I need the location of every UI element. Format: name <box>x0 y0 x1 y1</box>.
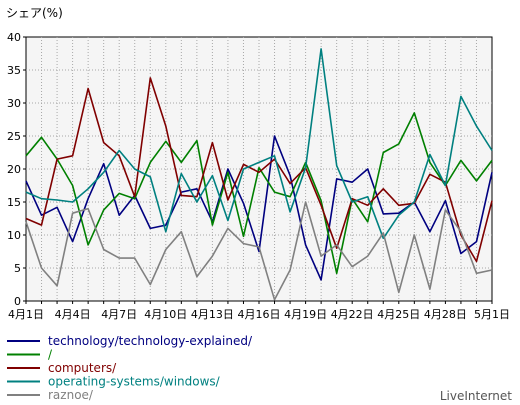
y-tick-label: 5 <box>14 262 21 275</box>
y-axis-label: シェア(%) <box>6 6 63 20</box>
legend: technology/technology-explained//compute… <box>7 334 253 402</box>
x-tick-label: 4月10日 <box>144 308 187 321</box>
y-axis-ticks: 0 5 10 15 20 25 30 35 40 <box>7 31 26 308</box>
series-lines <box>25 48 493 301</box>
y-tick-label: 30 <box>7 97 21 110</box>
series-line-5 <box>25 201 493 301</box>
legend-label: technology/technology-explained/ <box>48 334 253 348</box>
legend-label: operating-systems/windows/ <box>48 375 221 389</box>
series-line-3 <box>25 77 493 263</box>
x-tick-label: 4月28日 <box>424 308 467 321</box>
y-tick-label: 25 <box>7 130 21 143</box>
series-line-4 <box>25 48 493 240</box>
y-tick-label: 40 <box>7 31 21 44</box>
series-line-2 <box>25 112 493 275</box>
watermark-text: LiveInternet <box>440 389 512 403</box>
y-tick-label: 35 <box>7 64 21 77</box>
y-tick-label: 20 <box>7 163 21 176</box>
x-tick-label: 4月22日 <box>331 308 374 321</box>
x-tick-label: 5月1日 <box>474 308 510 321</box>
x-tick-label: 4月4日 <box>55 308 91 321</box>
legend-label: / <box>48 348 53 362</box>
x-tick-label: 4月19日 <box>284 308 327 321</box>
x-tick-label: 4月16日 <box>238 308 281 321</box>
y-tick-label: 15 <box>7 196 21 209</box>
legend-label: computers/ <box>48 361 117 375</box>
x-tick-label: 4月7日 <box>101 308 137 321</box>
y-tick-label: 0 <box>14 295 21 308</box>
legend-label: raznoe/ <box>48 388 94 402</box>
y-tick-label: 10 <box>7 229 21 242</box>
x-tick-label: 4月13日 <box>191 308 234 321</box>
x-tick-label: 4月1日 <box>8 308 44 321</box>
x-tick-label: 4月25日 <box>377 308 420 321</box>
x-axis-ticks: 4月1日 4月4日 4月7日 4月10日 4月13日 4月16日 4月19日 4月22日 4月2… <box>8 301 510 321</box>
